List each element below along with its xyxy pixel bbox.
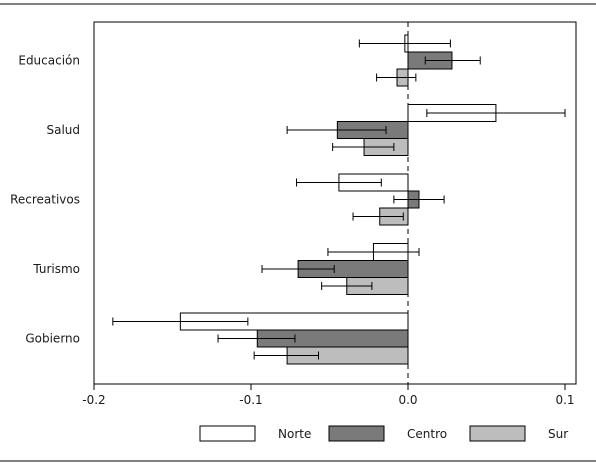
legend-label-centro: Centro bbox=[407, 427, 447, 441]
legend-swatch-sur bbox=[469, 425, 526, 442]
plot-area bbox=[93, 21, 577, 385]
x-tick-label: -0.1 bbox=[239, 393, 262, 407]
x-tick-label: 0.0 bbox=[398, 393, 417, 407]
legend-label-sur: Sur bbox=[548, 427, 568, 441]
legend-swatch-norte bbox=[199, 425, 256, 442]
x-tick-label: 0.1 bbox=[555, 393, 574, 407]
legend-label-norte: Norte bbox=[278, 427, 311, 441]
legend-swatch-centro bbox=[328, 425, 385, 442]
category-label: Gobierno bbox=[25, 332, 80, 346]
category-label: Recreativos bbox=[10, 193, 80, 207]
category-label: Turismo bbox=[32, 262, 80, 276]
category-label: Salud bbox=[46, 123, 80, 137]
category-label: Educación bbox=[18, 54, 80, 68]
x-tick-label: -0.2 bbox=[82, 393, 105, 407]
